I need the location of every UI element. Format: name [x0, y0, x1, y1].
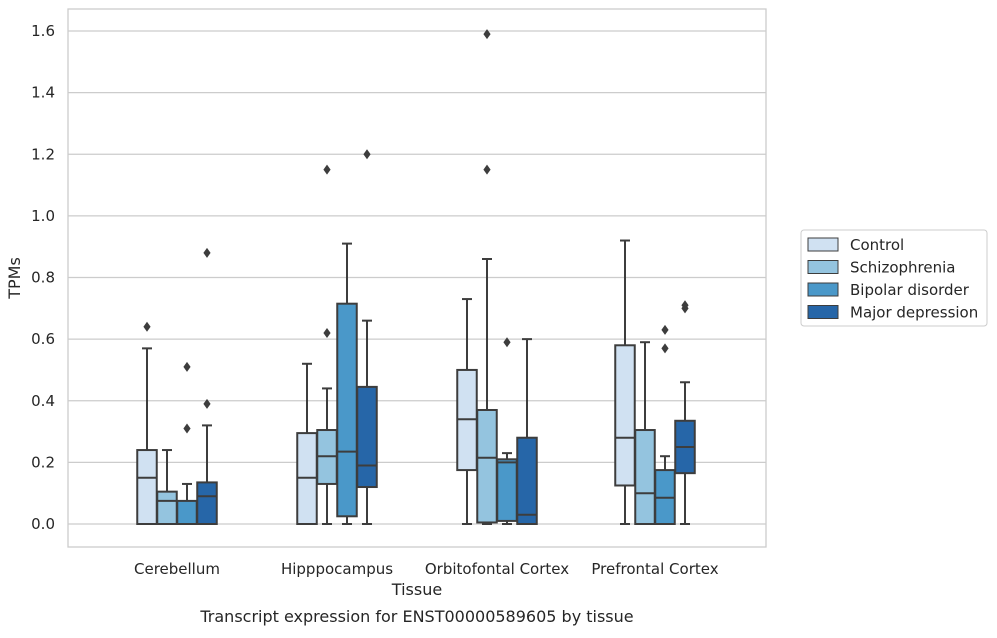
legend-label: Schizophrenia	[850, 259, 955, 277]
y-tick-label: 1.2	[31, 145, 55, 163]
box-body	[356, 385, 378, 489]
box-body	[196, 481, 218, 526]
box-body	[336, 302, 358, 518]
outlier-point	[503, 337, 511, 348]
legend-swatch	[807, 282, 839, 297]
x-tick-label: Prefrontal Cortex	[591, 560, 718, 578]
box-body	[156, 490, 178, 526]
outlier-point	[323, 327, 331, 338]
y-tick-labels: 0.0 0.2 0.4 0.6 0.8 1.0 1.2 1.4 1.6	[31, 22, 55, 533]
y-tick-label: 0.4	[31, 392, 55, 410]
outlier-point	[203, 247, 211, 258]
box-group	[176, 361, 198, 525]
box-group	[136, 321, 158, 525]
box-group	[476, 29, 498, 525]
y-tick-label: 0.8	[31, 269, 55, 287]
y-tick-label: 1.4	[31, 84, 55, 102]
x-tick-labels: Cerebellum Hipppocampus Orbitofontal Corte…	[134, 560, 719, 578]
box-group	[614, 239, 636, 525]
box-body	[476, 408, 498, 524]
box-group	[516, 338, 538, 526]
box-body	[516, 436, 538, 526]
boxes	[136, 29, 696, 526]
legend-label: Bipolar disorder	[850, 281, 970, 299]
box-group	[654, 324, 676, 525]
outlier-point	[661, 343, 669, 354]
plot-frame	[67, 8, 767, 548]
box-body	[614, 344, 636, 487]
figure-caption: Transcript expression for ENST0000058960…	[199, 607, 633, 626]
box-group	[356, 149, 378, 525]
legend-swatch	[807, 260, 839, 274]
box-body	[634, 429, 656, 526]
legend-label: Control	[850, 236, 904, 254]
box-body	[176, 499, 198, 525]
legend-entries: Control Schizophrenia Bipolar disorder Majo…	[807, 236, 978, 322]
box-group	[674, 300, 696, 525]
outlier-point	[483, 164, 491, 175]
outlier-point	[183, 423, 191, 434]
box-group	[456, 298, 478, 525]
legend-swatch	[807, 305, 839, 319]
y-tick-label: 1.0	[31, 207, 55, 225]
legend: Control Schizophrenia Bipolar disorder Majo…	[800, 229, 988, 327]
legend-frame	[800, 229, 988, 327]
box-group	[296, 362, 318, 525]
outlier-point	[483, 29, 491, 40]
x-tick-label: Hipppocampus	[281, 560, 393, 578]
outlier-point	[203, 398, 211, 409]
legend-swatch	[807, 237, 839, 252]
y-tick-label: 0.2	[31, 453, 55, 471]
box-group	[196, 247, 218, 526]
y-axis-label: TPMs	[5, 257, 24, 300]
outlier-point	[183, 361, 191, 372]
box-body	[136, 449, 158, 525]
box-body	[496, 458, 518, 522]
outlier-point	[681, 300, 689, 311]
x-axis-label: Tissue	[391, 580, 442, 599]
y-tick-label: 0.0	[31, 515, 55, 533]
outlier-point	[323, 164, 331, 175]
outlier-point	[363, 149, 371, 160]
y-tick-label: 1.6	[31, 22, 55, 40]
legend-label: Major depression	[850, 304, 978, 322]
y-tick-label: 0.6	[31, 330, 55, 348]
x-tick-label: Orbitofontal Cortex	[425, 560, 569, 578]
outlier-point	[143, 321, 151, 332]
box-group	[156, 449, 178, 526]
x-tick-label: Cerebellum	[134, 560, 220, 578]
outlier-point	[661, 324, 669, 335]
